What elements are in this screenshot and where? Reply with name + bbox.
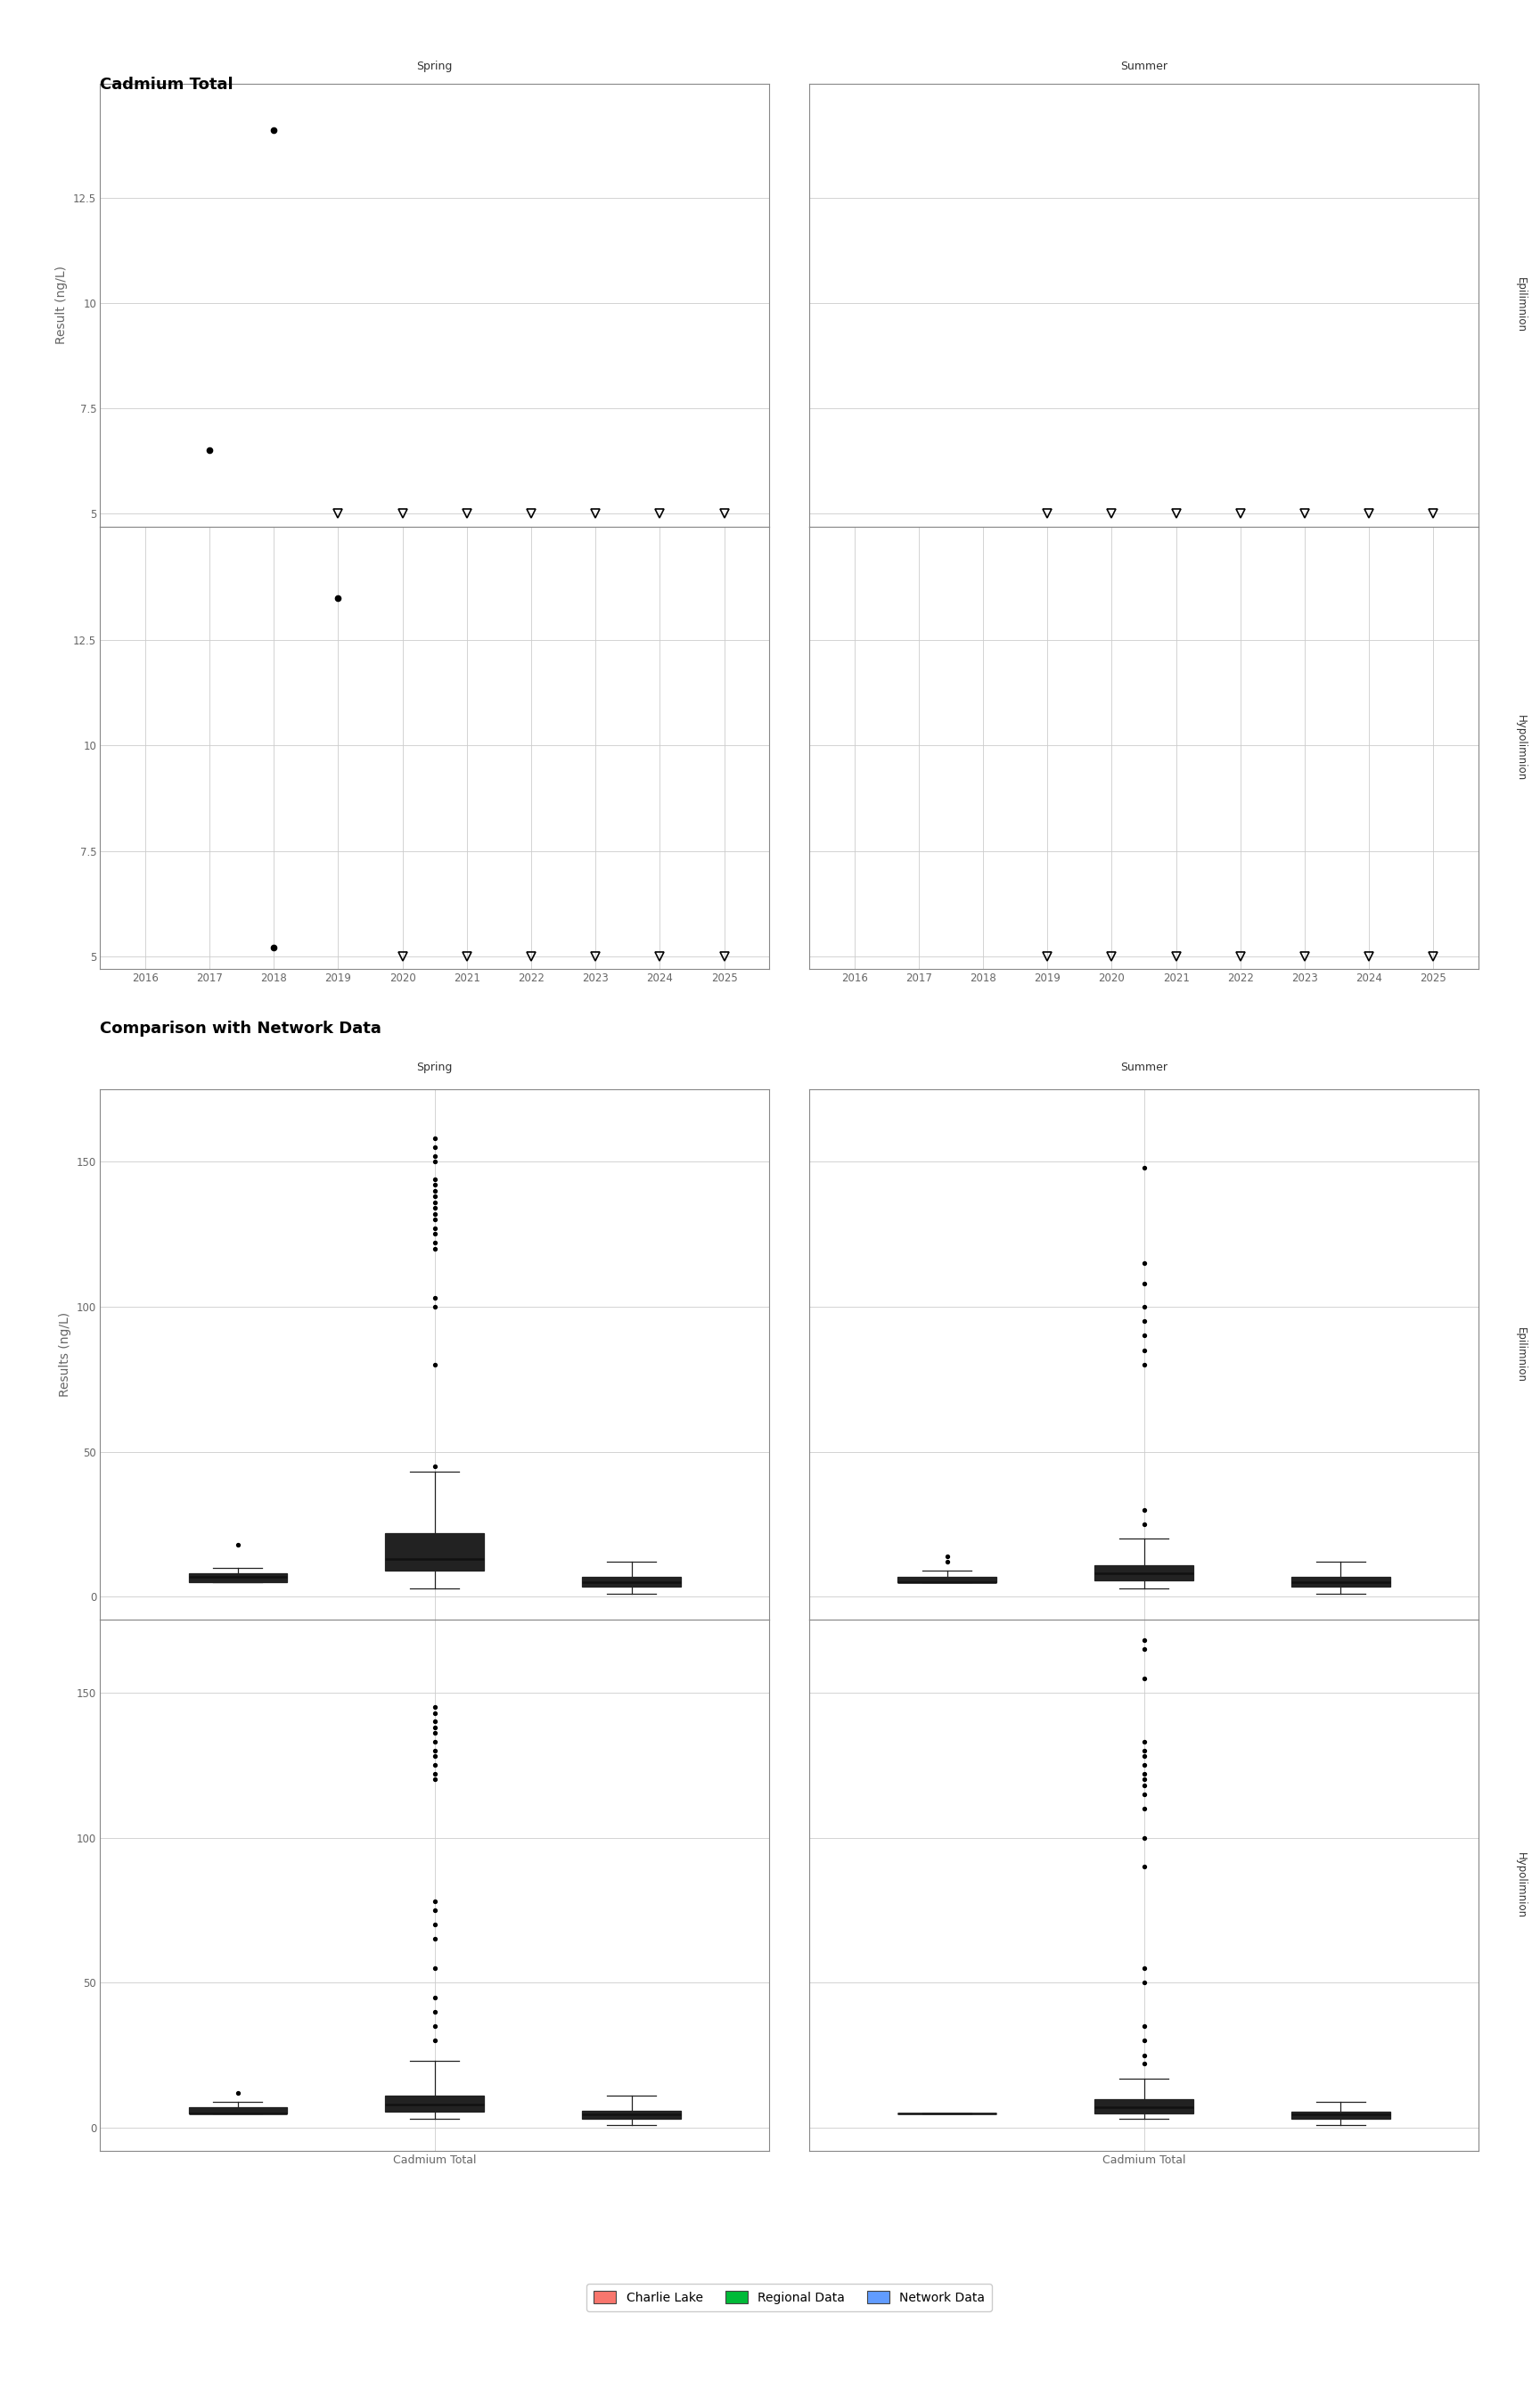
- PathPatch shape: [385, 2096, 484, 2111]
- Text: Cadmium Total: Cadmium Total: [100, 77, 234, 93]
- PathPatch shape: [1095, 2099, 1194, 2113]
- PathPatch shape: [189, 2108, 286, 2113]
- PathPatch shape: [1292, 1577, 1389, 1586]
- PathPatch shape: [582, 1577, 681, 1586]
- Text: Hypolimnion: Hypolimnion: [1515, 1852, 1526, 1919]
- PathPatch shape: [582, 2111, 681, 2118]
- Text: Hypolimnion: Hypolimnion: [1515, 714, 1526, 781]
- Legend: Charlie Lake, Regional Data, Network Data: Charlie Lake, Regional Data, Network Dat…: [587, 2283, 992, 2312]
- PathPatch shape: [1095, 1565, 1194, 1581]
- PathPatch shape: [898, 1577, 996, 1581]
- PathPatch shape: [189, 1574, 286, 1581]
- Y-axis label: Result (ng/L): Result (ng/L): [55, 266, 68, 345]
- Text: Comparison with Network Data: Comparison with Network Data: [100, 1021, 382, 1035]
- PathPatch shape: [1292, 2111, 1389, 2118]
- Text: Epilimnion: Epilimnion: [1515, 278, 1526, 333]
- Y-axis label: Results (ng/L): Results (ng/L): [59, 1313, 71, 1397]
- PathPatch shape: [385, 1533, 484, 1572]
- Text: Epilimnion: Epilimnion: [1515, 1327, 1526, 1382]
